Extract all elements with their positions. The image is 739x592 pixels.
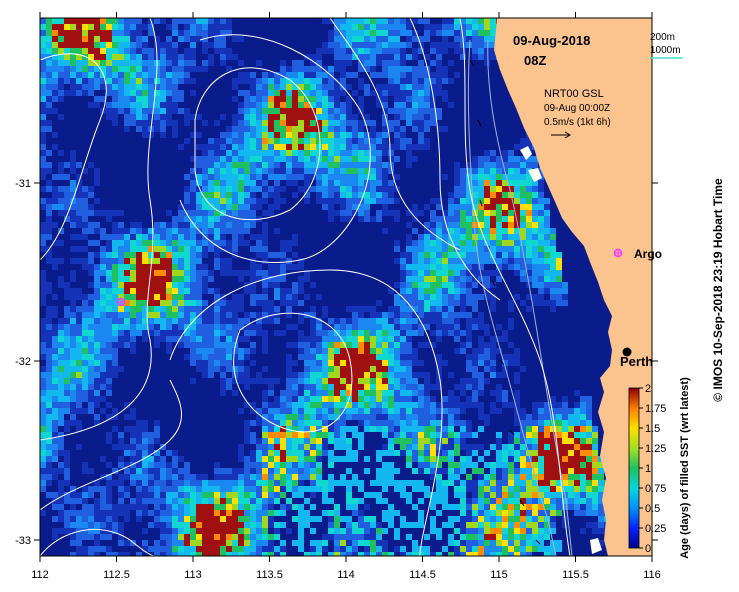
date-title: 09-Aug-2018 [513,33,590,48]
time-title: 08Z [524,53,546,68]
y-tick-label: -33 [15,535,31,547]
x-tick-label: 113.5 [256,569,283,581]
colorbar-title: Age (days) of filled SST (wrt latest) [679,377,691,559]
y-axis: -31 -32 -33 [15,178,658,547]
current-source-label: NRT00 GSL [544,88,604,100]
x-tick-label: 114.5 [409,569,436,581]
x-tick-label: 115 [490,569,508,581]
current-time-label: 09-Aug 00:00Z [544,103,610,114]
x-tick-label: 113 [184,569,202,581]
argo-marker-coastal [613,248,623,258]
land-mass [494,18,652,556]
colorbar-tick-label: 0 [645,543,651,555]
y-tick-label: -32 [15,356,31,368]
x-axis: 112 112.5 113 113.5 114 114.5 115 115.5 116 [31,12,661,581]
y-tick-label: -31 [15,178,31,190]
current-scale-arrow [551,131,571,139]
colorbar-tick-label: 0.25 [645,523,666,535]
colorbar-tick-label: 1.5 [645,423,660,435]
perth-marker [622,347,632,357]
colorbar-tick-label: 2 [645,383,651,395]
colorbar-tick-label: 0.75 [645,483,666,495]
x-tick-label: 114 [337,569,355,581]
colorbar-tick-label: 1 [645,463,651,475]
bathymetry-200m [487,39,573,556]
x-tick-label: 116 [643,569,661,581]
ssh-contours [40,18,571,556]
perth-label: Perth [620,354,653,369]
current-scale-label: 0.5m/s (1kt 6h) [544,117,611,128]
x-tick-label: 115.5 [562,569,589,581]
colorbar-tick-label: 0.5 [645,503,660,515]
colorbar-tick-label: 1.75 [645,403,666,415]
colorbar [628,387,640,549]
colorbar-tick-label: 1.25 [645,443,666,455]
argo-label: Argo [634,247,662,261]
current-vectors [469,59,541,545]
sst-age-pixel-layer [40,18,622,556]
legend-1000m-label: 1000m [650,45,681,56]
x-tick-label: 112.5 [103,569,130,581]
map-panel [40,18,652,556]
credit-text: © IMOS 10-Sep-2018 23:19 Hobart Time [711,178,725,402]
bathymetry-1000m [467,39,557,556]
argo-marker-offshore [116,297,126,307]
x-tick-label: 112 [31,569,49,581]
legend-200m-label: 200m [650,32,675,43]
colorbar-ticks: 0 0.25 0.5 0.75 1 1.25 1.5 1.75 2 [639,383,666,555]
